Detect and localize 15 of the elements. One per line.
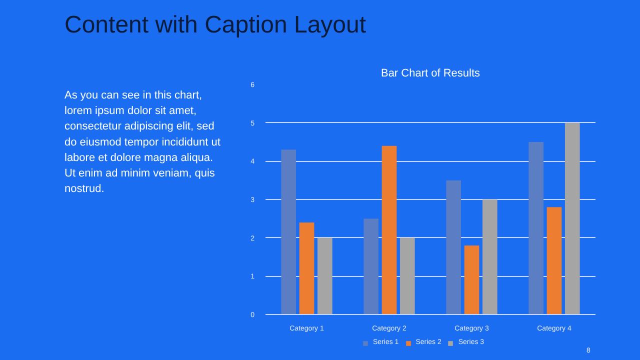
bar bbox=[528, 142, 544, 314]
bar bbox=[446, 180, 462, 314]
bar bbox=[482, 200, 498, 314]
bar bbox=[281, 150, 296, 314]
bar bbox=[400, 238, 415, 314]
text: Content with Caption Layout bbox=[64, 12, 366, 38]
bar bbox=[317, 238, 332, 314]
text: As you can see in this chart, lorem ipsum dolor sit amet, consectetur adipiscing elit, sed do eiusmod tempor incididunt ut labore et dolore magna aliqua. Ut enim ad minim veniam, quis nostrud. bbox=[64, 90, 220, 196]
bar bbox=[464, 246, 480, 314]
bar bbox=[382, 146, 397, 314]
bar bbox=[564, 122, 580, 314]
bar bbox=[299, 222, 314, 314]
chart-title: Bar Chart of Results bbox=[380, 68, 481, 80]
bar bbox=[364, 218, 379, 314]
bar bbox=[546, 207, 562, 314]
